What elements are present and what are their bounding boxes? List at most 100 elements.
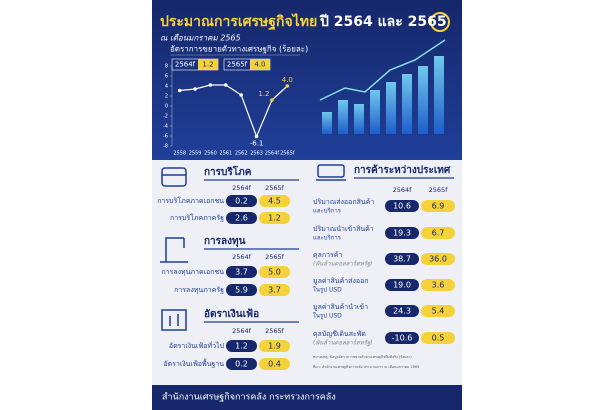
highlight-value-bg: [250, 59, 270, 70]
value-pill: [259, 212, 290, 224]
y-tick-label: 8: [165, 64, 168, 70]
chart-title: อัตราการขยายตัวทางเศรษฐกิจ (ร้อยละ): [170, 45, 308, 54]
value-pill: [259, 284, 290, 296]
value-pill: [226, 195, 257, 207]
section-title: การค้าระหว่างประเทศ: [354, 164, 451, 176]
x-tick-label: 2559: [189, 151, 202, 157]
column-header: 2565f: [265, 253, 285, 261]
line: [179, 84, 288, 139]
column-header: 2564f: [232, 327, 252, 335]
column-header: 2564f: [393, 186, 413, 194]
value: -10.6: [392, 334, 413, 343]
value: 3.7: [268, 286, 281, 295]
column-header: 2564f: [232, 184, 252, 192]
value-pill: [259, 195, 290, 207]
value-label: 1.2: [258, 90, 269, 98]
value: 1.2: [268, 214, 281, 223]
row-label: และบริการ: [313, 208, 342, 215]
note: ที่มา: สำนักงานเศรษฐกิจการคลัง ประมาณการ…: [313, 364, 419, 369]
point: [239, 93, 243, 97]
row-label: ดุลการค้า: [313, 251, 342, 259]
subtitle: ณ เดือนมกราคม 2565: [160, 34, 241, 43]
x-tick-label: 2562: [235, 151, 248, 157]
row-label: ในรูป USD: [313, 286, 342, 294]
decor-bars: [319, 39, 446, 134]
value-label: -6.1: [250, 140, 264, 148]
x-tick-label: 2561: [219, 151, 232, 157]
value-pill: [421, 332, 455, 344]
point: [254, 134, 259, 139]
column-header: 2565f: [265, 184, 285, 192]
value-pill: [385, 253, 419, 265]
highlight-value: 4.0: [254, 61, 265, 69]
value: 1.9: [268, 342, 281, 351]
row-label: ดุลบัญชีเดินสะพัด: [313, 330, 366, 338]
y-tick-label: 4: [165, 84, 168, 90]
value: 3.7: [235, 268, 248, 277]
value: 6.9: [432, 202, 445, 211]
value: 3.6: [432, 281, 445, 290]
row-label: การลงทุนภาคเอกชน: [161, 268, 224, 276]
point: [285, 84, 290, 88]
y-tick-label: 2: [165, 94, 168, 100]
row-label: การบริโภคภาครัฐ: [170, 213, 224, 222]
logo: [430, 12, 450, 32]
column-header: 2565f: [429, 186, 449, 194]
y-tick-label: -8: [163, 144, 168, 150]
value: 24.3: [393, 307, 411, 316]
value: 0.5: [432, 334, 445, 343]
title-main: ประมาณการเศรษฐกิจไทย: [160, 12, 317, 31]
highlight-value: 1.2: [202, 61, 213, 69]
value: 0.4: [268, 360, 281, 369]
value: 0.2: [235, 360, 248, 369]
x-tick-label: 2564f: [265, 151, 280, 157]
x-tick-label: 2565f: [280, 151, 295, 157]
value: 19.3: [393, 229, 411, 238]
value-label: 4.0: [282, 76, 293, 84]
value: 0.2: [235, 197, 248, 206]
value-pill: [226, 340, 257, 352]
highlight-label: 2564f: [175, 61, 196, 69]
row-label: มูลค่าสินค้านำเข้า: [313, 303, 368, 311]
highlight-value-bg: [198, 59, 218, 70]
column-header: 2564f: [232, 253, 252, 261]
row-label: อัตราเงินเฟ้อทั่วไป: [169, 341, 225, 350]
footer: สำนักงานเศรษฐกิจการคลัง กระทรวงการคลัง: [162, 392, 336, 403]
value: 36.0: [429, 255, 447, 264]
value-pill: [226, 284, 257, 296]
row-label: ในรูป USD: [313, 312, 342, 320]
value: 5.9: [235, 286, 248, 295]
value: 38.7: [393, 255, 411, 264]
value: 6.7: [432, 229, 445, 238]
value-pill: [259, 340, 290, 352]
point: [224, 83, 228, 87]
row-label: (พันล้านดอลลาร์สหรัฐ): [313, 260, 372, 268]
icons: [160, 164, 346, 331]
point: [208, 83, 213, 87]
row-label: ปริมาณนำเข้าสินค้า: [313, 225, 374, 233]
point: [270, 98, 274, 102]
column-header: 2565f: [265, 327, 285, 335]
y-tick-label: -4: [163, 124, 168, 130]
row-label: และบริการ: [313, 235, 342, 242]
value-pill: [421, 200, 455, 212]
value: 5.4: [432, 307, 445, 316]
point: [177, 88, 182, 93]
value-pill: [421, 279, 455, 291]
value: 2.6: [235, 214, 248, 223]
value: 4.5: [268, 197, 281, 206]
value-pill: [226, 212, 257, 224]
note: หมายเหตุ: ข้อมูลอัตราการขยายตัวทางเศรษฐก…: [313, 354, 412, 360]
highlight-label: 2565f: [227, 61, 248, 69]
value: 10.6: [393, 202, 411, 211]
row-label: มูลค่าสินค้าส่งออก: [313, 277, 369, 285]
title-years: ปี 2564 และ 2565: [319, 14, 447, 30]
row-label: การลงทุนภาครัฐ: [174, 286, 224, 294]
footer-bar: [152, 385, 462, 410]
row-label: การบริโภคภาคเอกชน: [157, 196, 224, 205]
value-pill: [385, 332, 419, 344]
value-pill: [385, 227, 419, 239]
section-title: การบริโภค: [204, 165, 252, 178]
